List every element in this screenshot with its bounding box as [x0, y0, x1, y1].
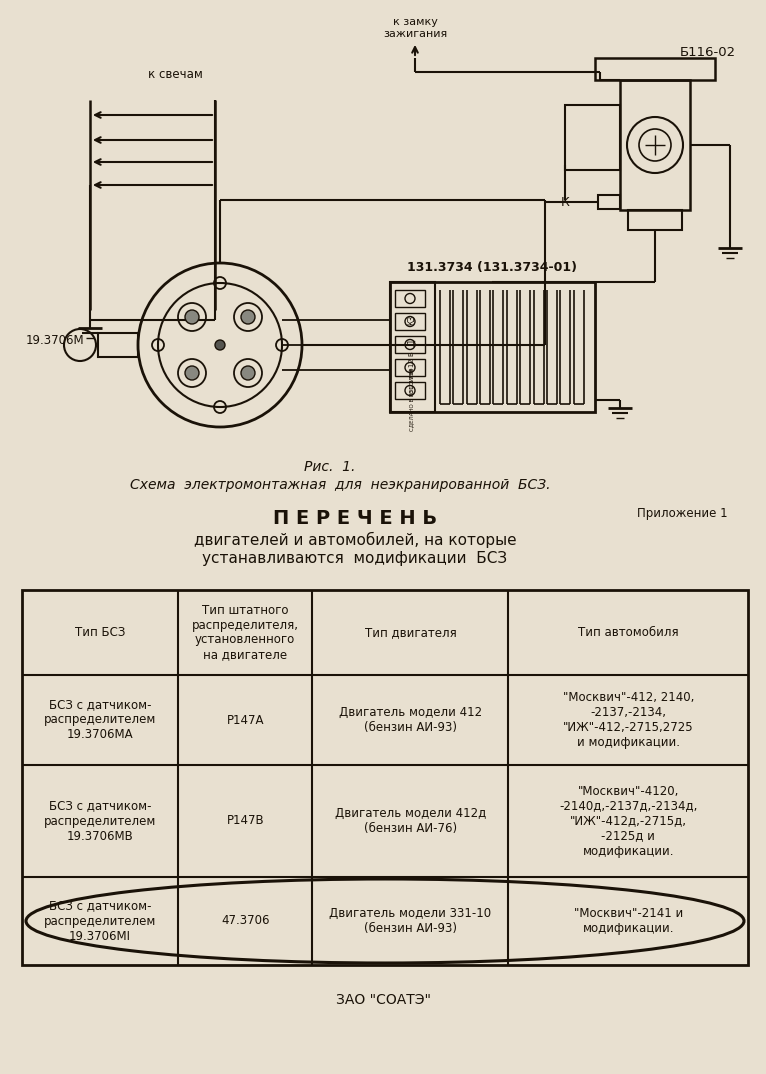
Text: Р147В: Р147В — [227, 814, 264, 827]
Text: 47.3706: 47.3706 — [221, 914, 270, 928]
Text: СДЕЛАНО В РОССИИИ: СДЕЛАНО В РОССИИИ — [410, 368, 414, 431]
Bar — [98, 333, 138, 357]
Text: ЗАО "СОАТЭ": ЗАО "СОАТЭ" — [336, 993, 430, 1007]
Text: "Москвич"-2141 и
модификации.: "Москвич"-2141 и модификации. — [574, 908, 683, 935]
Bar — [395, 290, 425, 307]
Text: 131.3734 (131.3734-01): 131.3734 (131.3734-01) — [407, 261, 577, 274]
Text: Б116-02: Б116-02 — [680, 45, 736, 58]
Text: к свечам: к свечам — [148, 69, 202, 82]
Circle shape — [185, 366, 199, 380]
Bar — [395, 359, 425, 376]
Text: Д: Д — [408, 339, 417, 346]
Text: Рис.  1.: Рис. 1. — [304, 460, 355, 474]
Text: БСЗ с датчиком-
распределителем
19.3706МВ: БСЗ с датчиком- распределителем 19.3706М… — [44, 799, 156, 842]
Text: устанавливаются  модификации  БСЗ: устанавливаются модификации БСЗ — [202, 551, 508, 566]
Text: БСЗ с датчиком-
распределителем
19.3706МI: БСЗ с датчиком- распределителем 19.3706М… — [44, 900, 156, 943]
Text: Тип автомобиля: Тип автомобиля — [578, 626, 679, 639]
Circle shape — [241, 366, 255, 380]
Text: "Москвич"-412, 2140,
-2137,-2134,
"ИЖ"-412,-2715,2725
и модификации.: "Москвич"-412, 2140, -2137,-2134, "ИЖ"-4… — [562, 691, 694, 749]
Text: КЗ: КЗ — [408, 315, 417, 325]
Text: Тип двигателя: Тип двигателя — [365, 626, 457, 639]
Bar — [620, 79, 690, 211]
Text: "Москвич"-4120,
-2140д,-2137д,-2134д,
"ИЖ"-412д,-2715д,
-2125д и
модификации.: "Москвич"-4120, -2140д,-2137д,-2134д, "И… — [559, 784, 697, 857]
Text: Схема  электромонтажная  для  неэкранированной  БСЗ.: Схема электромонтажная для неэкранирован… — [129, 478, 550, 492]
Text: двигателей и автомобилей, на которые: двигателей и автомобилей, на которые — [194, 532, 516, 548]
Circle shape — [241, 310, 255, 324]
Bar — [598, 195, 620, 209]
Text: 19.3706М: 19.3706М — [26, 334, 84, 347]
Bar — [395, 336, 425, 353]
Bar — [628, 211, 682, 230]
Bar — [390, 282, 595, 412]
Circle shape — [215, 340, 225, 350]
Bar — [565, 105, 620, 170]
Text: БСЗ с датчиком-
распределителем
19.3706МА: БСЗ с датчиком- распределителем 19.3706М… — [44, 698, 156, 741]
Bar — [395, 313, 425, 330]
Text: Двигатель модели 331-10
(бензин АИ-93): Двигатель модели 331-10 (бензин АИ-93) — [329, 908, 492, 935]
Bar — [390, 282, 435, 412]
Text: Двигатель модели 412д
(бензин АИ-76): Двигатель модели 412д (бензин АИ-76) — [335, 807, 486, 834]
Bar — [395, 382, 425, 400]
Text: К: К — [561, 195, 570, 208]
Text: Тип штатного
распределителя,
установленного
на двигателе: Тип штатного распределителя, установленн… — [192, 604, 299, 662]
Text: Приложение 1: Приложение 1 — [637, 508, 728, 521]
Text: +12 В: +12 В — [409, 351, 415, 373]
Circle shape — [185, 310, 199, 324]
Bar — [22, 590, 748, 966]
Text: Р147А: Р147А — [227, 713, 264, 726]
Text: Двигатель модели 412
(бензин АИ-93): Двигатель модели 412 (бензин АИ-93) — [339, 706, 482, 734]
Text: П Е Р Е Ч Е Н Ь: П Е Р Е Ч Е Н Ь — [273, 508, 437, 527]
Text: к замку
зажигания: к замку зажигания — [383, 17, 447, 39]
Text: Тип БСЗ: Тип БСЗ — [75, 626, 125, 639]
Bar — [595, 58, 715, 79]
Text: 131.3734: 131.3734 — [410, 366, 414, 396]
